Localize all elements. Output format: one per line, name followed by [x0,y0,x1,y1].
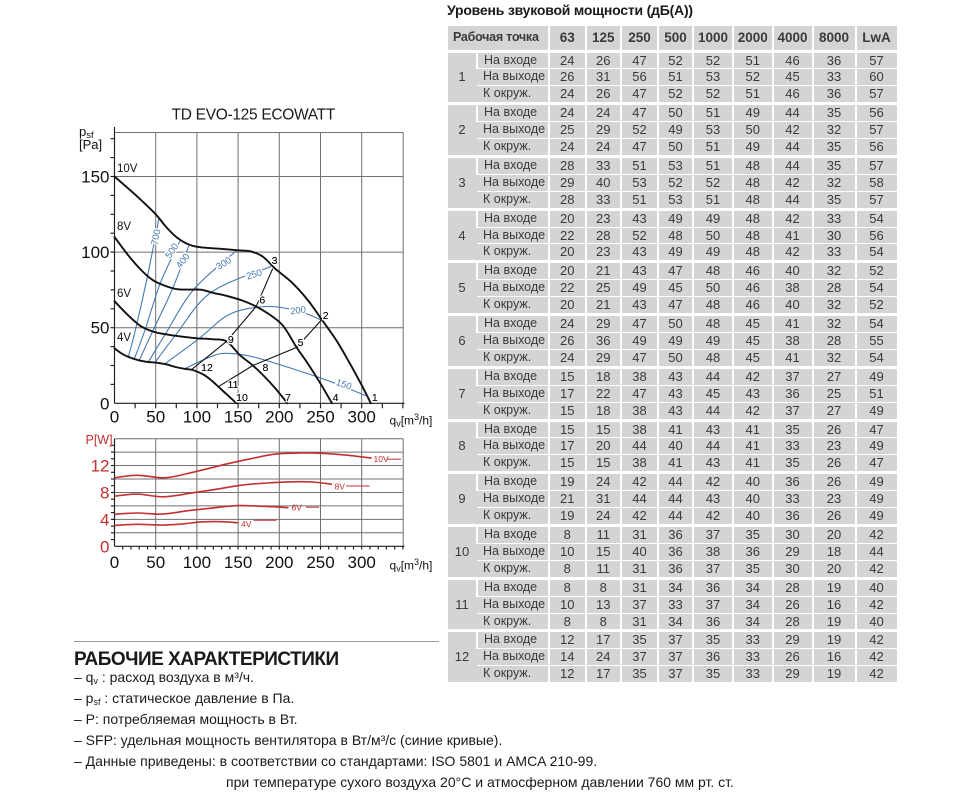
svg-text:3: 3 [272,255,278,267]
svg-text:9: 9 [228,334,234,346]
svg-text:0: 0 [100,394,109,413]
svg-text:1: 1 [372,392,378,404]
svg-text:50: 50 [146,553,165,572]
svg-text:200: 200 [290,305,307,318]
svg-text:4: 4 [333,392,339,404]
svg-text:250: 250 [306,408,334,427]
svg-text:150: 150 [224,408,252,427]
svg-text:9: 9 [228,334,234,346]
svg-text:250: 250 [306,553,334,572]
svg-text:0: 0 [110,408,119,427]
svg-text:250: 250 [245,267,263,282]
svg-text:300: 300 [348,553,376,572]
svg-text:4: 4 [333,392,339,404]
svg-text:4V: 4V [117,332,131,344]
svg-text:[Pa]: [Pa] [79,137,102,152]
svg-text:200: 200 [290,305,307,318]
svg-text:qv[m3/h]: qv[m3/h] [390,412,433,429]
svg-text:12: 12 [91,457,110,476]
svg-text:5: 5 [298,337,304,349]
svg-text:150: 150 [334,377,353,393]
svg-text:6V: 6V [292,503,303,513]
svg-text:P[W]: P[W] [86,433,113,447]
svg-text:10: 10 [236,392,248,404]
svg-text:6: 6 [259,294,265,306]
svg-text:7: 7 [285,392,291,404]
svg-text:10V: 10V [374,454,389,464]
svg-text:300: 300 [214,255,233,273]
svg-text:10: 10 [236,392,248,404]
svg-text:12: 12 [201,362,213,374]
svg-text:11: 11 [228,379,239,391]
svg-text:400: 400 [174,251,192,270]
svg-text:0: 0 [110,553,119,572]
svg-text:150: 150 [81,168,109,187]
svg-text:200: 200 [265,553,293,572]
svg-text:4: 4 [100,510,109,529]
svg-text:700: 700 [150,228,164,246]
svg-text:2: 2 [323,310,329,322]
svg-text:6: 6 [259,294,265,306]
svg-text:12: 12 [201,362,213,374]
svg-text:6V: 6V [117,288,131,300]
svg-text:8: 8 [262,362,268,374]
svg-text:700: 700 [150,228,164,246]
svg-text:8V: 8V [335,481,346,491]
svg-text:300: 300 [348,408,376,427]
svg-text:3: 3 [272,255,278,267]
svg-text:1: 1 [372,392,378,404]
svg-text:100: 100 [183,408,211,427]
svg-text:4V: 4V [117,332,131,344]
svg-text:10V: 10V [117,163,138,175]
svg-text:5: 5 [298,337,304,349]
svg-text:8: 8 [100,484,109,503]
svg-text:150: 150 [224,553,252,572]
svg-text:qv[m3/h]: qv[m3/h] [390,557,433,574]
svg-text:0: 0 [100,537,109,556]
svg-text:100: 100 [183,553,211,572]
svg-text:8: 8 [262,362,268,374]
svg-text:4V: 4V [241,519,252,529]
svg-text:50: 50 [146,408,165,427]
svg-text:50: 50 [91,319,110,338]
svg-text:200: 200 [265,408,293,427]
svg-text:7: 7 [285,392,291,404]
svg-text:8V: 8V [117,221,131,233]
svg-text:100: 100 [81,243,109,262]
svg-text:TD EVO-125 ECOWATT: TD EVO-125 ECOWATT [172,107,336,124]
svg-text:11: 11 [228,379,239,391]
svg-text:8V: 8V [117,221,131,233]
svg-text:2: 2 [323,310,329,322]
svg-text:10V: 10V [117,163,138,175]
svg-text:6V: 6V [117,288,131,300]
